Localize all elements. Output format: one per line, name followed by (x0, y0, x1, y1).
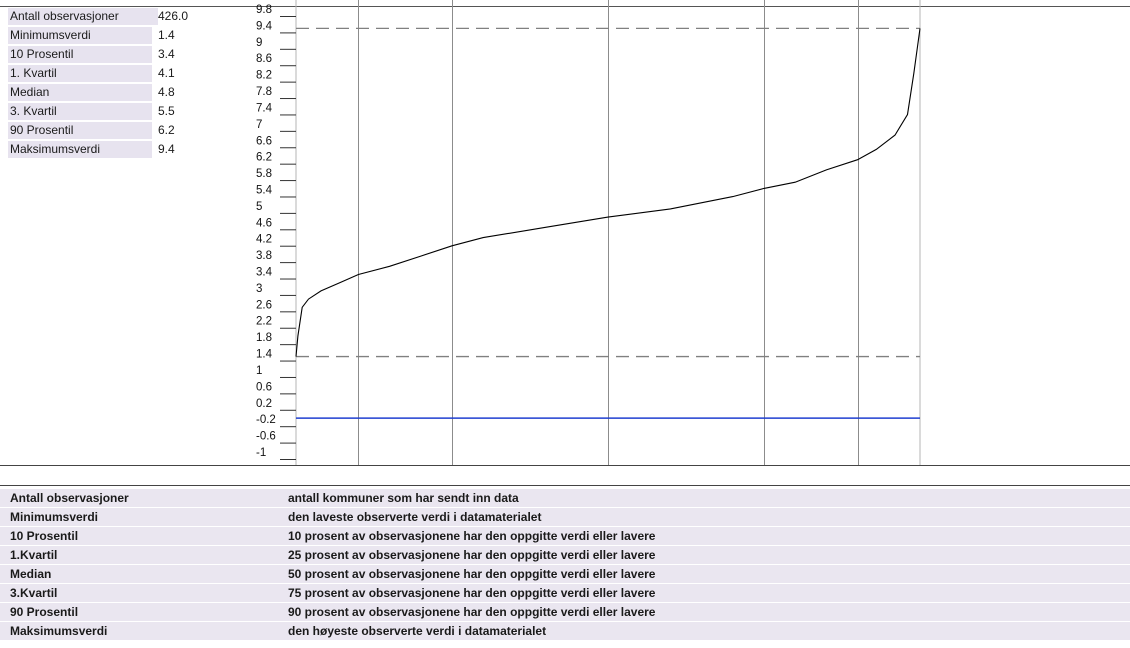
distribution-curve (295, 28, 921, 357)
definition-term: Minimumsverdi (10, 510, 99, 524)
y-tick-label: 6.6 (256, 135, 272, 147)
definition-row: 90 Prosentil 90 prosent av observasjonen… (0, 603, 1130, 621)
y-tick-label: 3 (256, 283, 262, 295)
stat-row-q1: 1. Kvartil 4.1 (8, 65, 194, 82)
stat-value: 426.0 (158, 9, 189, 23)
y-tick-label: 8.6 (256, 53, 272, 65)
stat-label: Maksimumsverdi (8, 141, 152, 158)
stat-value: 6.2 (158, 123, 175, 137)
definition-term: 90 Prosentil (10, 605, 79, 619)
y-tick-label: 1.8 (256, 332, 272, 344)
y-tick-label: 9.8 (256, 4, 272, 16)
definition-text: 50 prosent av observasjonene har den opp… (288, 567, 656, 581)
definition-row: Median 50 prosent av observasjonene har … (0, 565, 1130, 583)
stat-label: 10 Prosentil (8, 46, 152, 63)
y-tick-label: -0.2 (256, 414, 276, 426)
y-tick-label: 7.8 (256, 86, 272, 98)
divider-mid (0, 465, 1130, 466)
stat-label: Antall observasjoner (8, 8, 158, 25)
definition-text: antall kommuner som har sendt inn data (288, 491, 519, 505)
stat-value: 1.4 (158, 28, 175, 42)
y-tick-label: 8.2 (256, 70, 272, 82)
definitions-table: Antall observasjoner antall kommuner som… (0, 489, 1130, 641)
definition-row: Minimumsverdi den laveste observerte ver… (0, 508, 1130, 526)
definition-term: 3.Kvartil (10, 586, 58, 600)
summary-stats-table: Antall observasjoner 426.0 Minimumsverdi… (8, 8, 194, 160)
definition-term: Antall observasjoner (10, 491, 129, 505)
definition-text: 75 prosent av observasjonene har den opp… (288, 586, 656, 600)
y-tick-label: -0.6 (256, 431, 276, 443)
stat-value: 3.4 (158, 47, 175, 61)
y-tick-label: 7.4 (256, 102, 273, 114)
definition-term: Median (10, 567, 52, 581)
chart-canvas: 9.8 9.4 9 8.6 8.2 7.8 7.4 7 6.6 6.2 5.8 5.4 5 4.6 4.2 3… (256, 0, 921, 465)
stat-row-q3: 3. Kvartil 5.5 (8, 103, 194, 120)
top-divider (0, 6, 1130, 7)
y-tick-label: 5.4 (256, 184, 273, 196)
definition-term: 1.Kvartil (10, 548, 58, 562)
y-tick-label: 3.4 (256, 267, 273, 279)
stat-row-max: Maksimumsverdi 9.4 (8, 141, 194, 158)
y-tick-label: 0.6 (256, 381, 272, 393)
y-tick-label: 2.6 (256, 299, 272, 311)
stat-label: Median (8, 84, 152, 101)
stat-label: 90 Prosentil (8, 122, 152, 139)
definition-text: den høyeste observerte verdi i datamater… (288, 624, 547, 638)
y-tick-label: 4.6 (256, 217, 272, 229)
y-tick-label: 5 (256, 201, 262, 213)
definition-row: 3.Kvartil 75 prosent av observasjonene h… (0, 584, 1130, 602)
y-tick-label: 7 (256, 119, 262, 131)
y-tick-label: 4.2 (256, 234, 272, 246)
stat-row-median: Median 4.8 (8, 84, 194, 101)
stat-label: 3. Kvartil (8, 103, 152, 120)
y-tick-label: 2.2 (256, 316, 272, 328)
stat-value: 4.8 (158, 85, 175, 99)
definition-text: 90 prosent av observasjonene har den opp… (288, 605, 656, 619)
y-tick-label: 9.4 (256, 20, 273, 32)
stat-value: 4.1 (158, 66, 175, 80)
percentile-chart: 9.8 9.4 9 8.6 8.2 7.8 7.4 7 6.6 6.2 5.8 5.4 5 4.6 4.2 3… (240, 0, 930, 465)
y-tick-label: 1 (256, 365, 262, 377)
stat-label: Minimumsverdi (8, 27, 152, 44)
y-tick-label: -1 (256, 447, 266, 459)
stat-row-min: Minimumsverdi 1.4 (8, 27, 194, 44)
definition-text: 10 prosent av observasjonene har den opp… (288, 529, 656, 543)
stat-row-count: Antall observasjoner 426.0 (8, 8, 194, 25)
definition-row: Antall observasjoner antall kommuner som… (0, 489, 1130, 507)
divider-definitions (0, 485, 1130, 486)
y-tick-label: 9 (256, 37, 262, 49)
y-tick-label: 6.2 (256, 152, 272, 164)
y-tick-label: 3.8 (256, 250, 272, 262)
definition-row: Maksimumsverdi den høyeste observerte ve… (0, 622, 1130, 640)
definition-text: den laveste observerte verdi i datamater… (288, 510, 542, 524)
definition-row: 1.Kvartil 25 prosent av observasjonene h… (0, 546, 1130, 564)
stat-value: 5.5 (158, 104, 175, 118)
stat-label: 1. Kvartil (8, 65, 152, 82)
y-tick-label: 5.8 (256, 168, 272, 180)
definition-term: 10 Prosentil (10, 529, 79, 543)
definition-text: 25 prosent av observasjonene har den opp… (288, 548, 656, 562)
stat-value: 9.4 (158, 142, 175, 156)
definition-term: Maksimumsverdi (10, 624, 108, 638)
stat-row-p10: 10 Prosentil 3.4 (8, 46, 194, 63)
stat-row-p90: 90 Prosentil 6.2 (8, 122, 194, 139)
definition-row: 10 Prosentil 10 prosent av observasjonen… (0, 527, 1130, 545)
y-tick-label: 0.2 (256, 398, 272, 410)
y-tick-label: 1.4 (256, 349, 273, 361)
